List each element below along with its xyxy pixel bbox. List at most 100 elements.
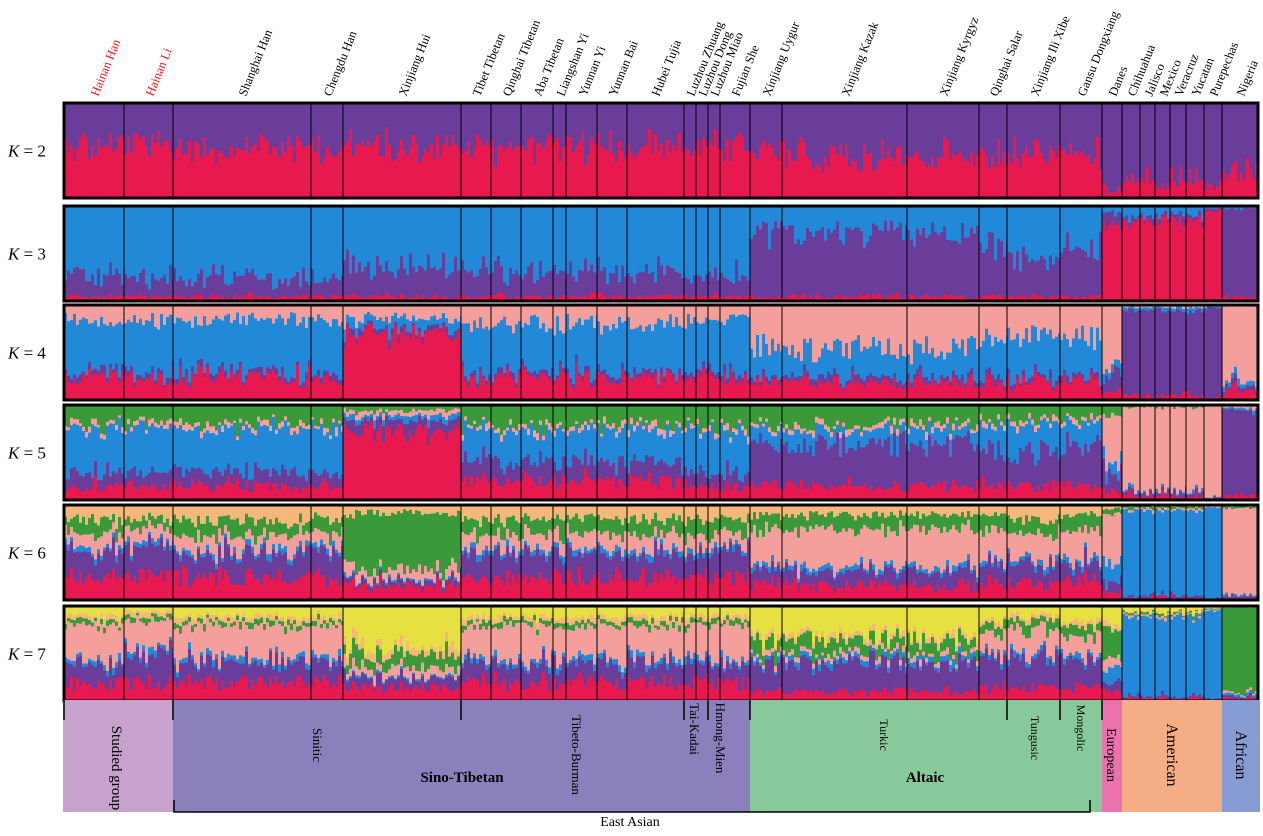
admixture-segment	[702, 281, 705, 296]
admixture-segment	[714, 129, 717, 198]
admixture-segment	[218, 422, 221, 425]
admixture-segment	[1240, 305, 1243, 384]
admixture-segment	[884, 354, 887, 376]
admixture-segment	[118, 322, 121, 378]
admixture-segment	[133, 425, 136, 466]
admixture-segment	[163, 141, 166, 199]
admixture-segment	[785, 379, 788, 400]
admixture-segment	[272, 103, 275, 147]
admixture-segment	[163, 405, 166, 425]
admixture-segment	[627, 143, 630, 199]
admixture-segment	[236, 206, 239, 277]
admixture-segment	[94, 103, 97, 156]
admixture-segment	[473, 206, 476, 277]
admixture-segment	[991, 305, 994, 346]
admixture-segment	[672, 464, 675, 489]
admixture-segment	[896, 206, 899, 228]
admixture-segment	[200, 482, 203, 501]
admixture-segment	[200, 325, 203, 359]
admixture-segment	[127, 136, 130, 199]
admixture-segment	[642, 405, 645, 426]
admixture-segment	[1198, 216, 1201, 302]
admixture-segment	[530, 315, 533, 373]
admixture-segment	[958, 243, 961, 296]
admixture-segment	[1243, 384, 1246, 388]
admixture-segment	[1108, 373, 1111, 380]
admixture-segment	[403, 150, 406, 199]
admixture-segment	[176, 379, 179, 386]
admixture-segment	[497, 458, 500, 486]
admixture-segment	[335, 382, 338, 400]
admixture-segment	[714, 103, 717, 130]
admixture-segment	[358, 336, 361, 401]
admixture-segment	[385, 103, 388, 127]
admixture-segment	[287, 405, 290, 422]
admixture-segment	[203, 206, 206, 288]
admixture-segment	[1007, 374, 1010, 400]
admixture-segment	[379, 333, 382, 400]
admixture-segment	[148, 103, 151, 156]
admixture-segment	[1111, 220, 1114, 302]
admixture-segment	[566, 405, 569, 431]
admixture-segment	[323, 405, 326, 428]
admixture-segment	[872, 103, 875, 170]
admixture-segment	[284, 151, 287, 198]
admixture-segment	[578, 405, 581, 428]
admixture-segment	[1072, 103, 1075, 154]
admixture-segment	[406, 331, 409, 335]
admixture-segment	[553, 305, 556, 335]
admixture-segment	[651, 271, 654, 295]
admixture-segment	[302, 428, 305, 476]
admixture-segment	[621, 103, 624, 150]
admixture-segment	[473, 420, 476, 424]
admixture-segment	[1016, 103, 1019, 158]
admixture-segment	[1025, 305, 1028, 328]
admixture-segment	[112, 423, 115, 471]
admixture-segment	[305, 429, 308, 481]
admixture-segment	[666, 103, 669, 140]
admixture-segment	[491, 427, 494, 459]
admixture-segment	[236, 468, 239, 478]
admixture-segment	[1182, 312, 1185, 392]
admixture-segment	[349, 305, 352, 317]
admixture-segment	[1072, 372, 1075, 377]
admixture-segment	[272, 370, 275, 400]
admixture-segment	[521, 305, 524, 328]
admixture-segment	[618, 140, 621, 198]
admixture-segment	[821, 206, 824, 227]
admixture-segment	[299, 103, 302, 142]
admixture-segment	[569, 261, 572, 296]
admixture-segment	[476, 275, 479, 297]
admixture-segment	[919, 364, 922, 370]
admixture-segment	[1122, 183, 1125, 199]
admixture-segment	[454, 206, 457, 257]
admixture-segment	[139, 470, 142, 485]
admixture-segment	[136, 323, 139, 375]
admixture-segment	[1108, 212, 1111, 225]
admixture-segment	[753, 357, 756, 382]
admixture-segment	[666, 367, 669, 370]
admixture-segment	[166, 206, 169, 284]
admixture-segment	[1075, 379, 1078, 401]
admixture-segment	[424, 410, 427, 415]
admixture-segment	[230, 103, 233, 147]
admixture-segment	[1143, 310, 1146, 397]
admixture-segment	[955, 240, 958, 296]
admixture-segment	[1192, 103, 1195, 184]
admixture-segment	[684, 372, 687, 380]
admixture-segment	[209, 380, 212, 401]
admixture-segment	[970, 206, 973, 228]
admixture-segment	[260, 305, 263, 318]
admixture-segment	[200, 438, 203, 470]
admixture-segment	[323, 427, 326, 435]
admixture-segment	[329, 375, 332, 381]
admixture-segment	[451, 206, 454, 272]
admixture-segment	[394, 322, 397, 326]
admixture-segment	[1055, 380, 1058, 386]
admixture-segment	[1240, 388, 1243, 392]
admixture-segment	[869, 373, 872, 377]
admixture-segment	[221, 206, 224, 265]
admixture-segment	[1240, 103, 1243, 173]
admixture-segment	[902, 165, 905, 199]
